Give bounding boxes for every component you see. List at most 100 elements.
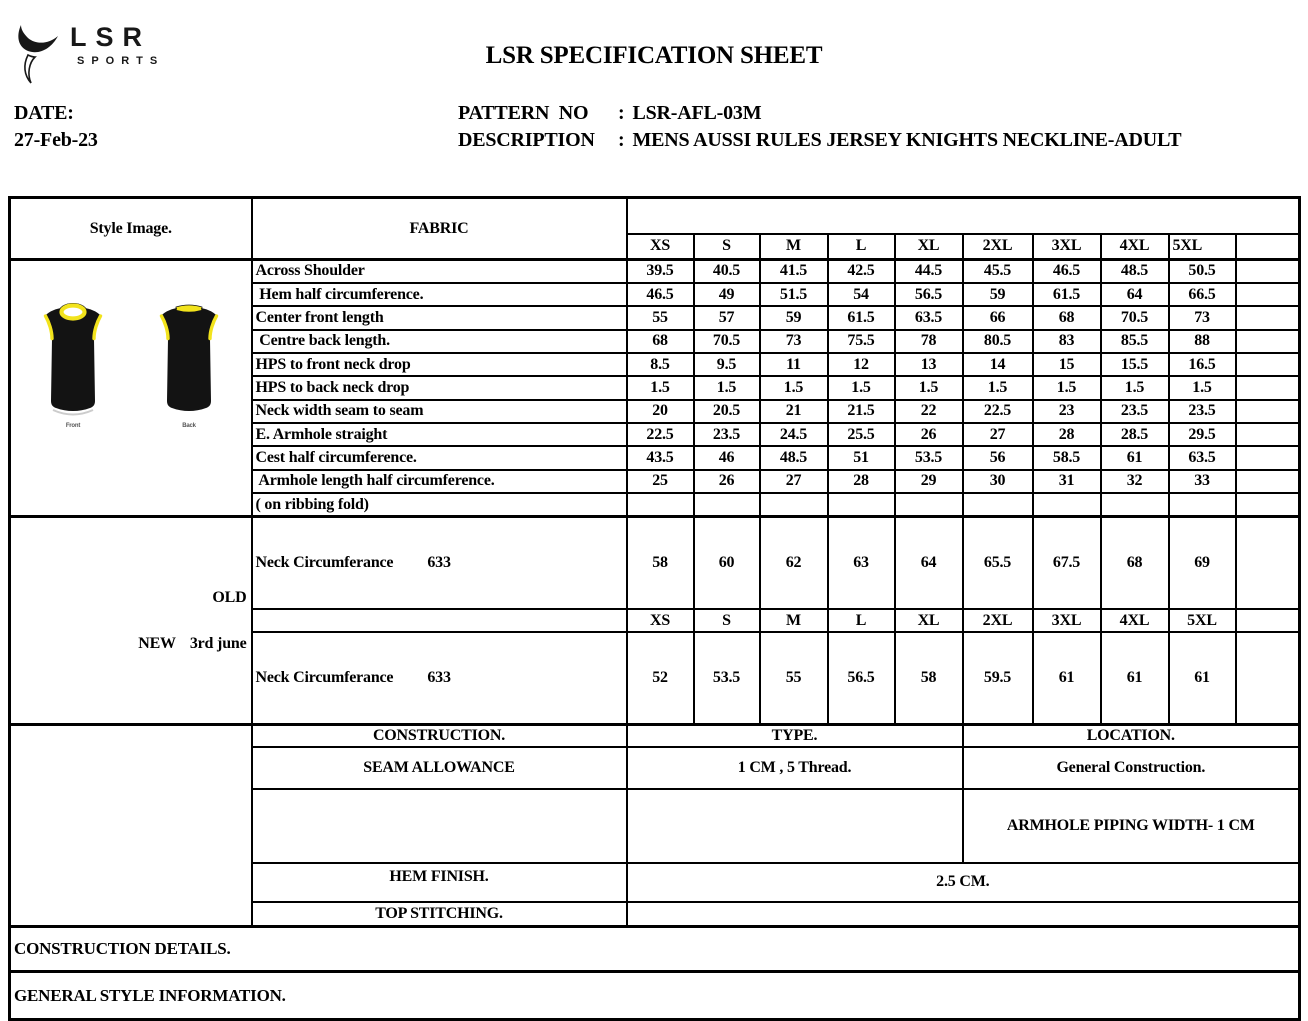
size-value-cell bbox=[961, 492, 1034, 518]
size-value-cell-empty bbox=[1234, 468, 1301, 495]
size-header-cell: L bbox=[826, 608, 896, 633]
size-value-cell: 56.5 bbox=[826, 631, 896, 726]
size-value-cell: 61.5 bbox=[1031, 281, 1102, 308]
measurement-row: Neck width seam to seam 20 20.5 21 21.5 22 22… bbox=[10, 398, 1301, 425]
size-value-cell: 57 bbox=[692, 305, 761, 331]
size-value-cell-empty bbox=[1234, 398, 1301, 425]
size-value-cell: 42.5 bbox=[826, 257, 896, 284]
size-value-cell: 22.5 bbox=[625, 422, 695, 448]
lsr-logo: LSR SPORTS bbox=[12, 22, 164, 84]
description-value: MENS AUSSI RULES JERSEY KNIGHTS NECKLINE… bbox=[632, 129, 1182, 151]
size-header-cell: XS bbox=[625, 608, 695, 633]
size-value-cell: 1.5 bbox=[692, 375, 761, 401]
size-value-cell: 66 bbox=[961, 305, 1034, 331]
size-value-cell: 29.5 bbox=[1167, 422, 1237, 448]
size-value-cell: 28.5 bbox=[1099, 422, 1170, 448]
measurement-row: Armhole length half circumference. 25 26 2… bbox=[10, 468, 1301, 495]
measurement-row: Hem half circumference. 46.5 49 51.5 54 56.5… bbox=[10, 281, 1301, 308]
size-header-cell: XL bbox=[893, 232, 964, 261]
size-value-cell: 85.5 bbox=[1099, 328, 1170, 354]
size-value-cell: 63.5 bbox=[1167, 445, 1237, 471]
size-value-cell-empty bbox=[1234, 281, 1301, 308]
specification-table: Style Image. FABRIC XS S M L XL 2XL 3XL … bbox=[8, 196, 1302, 1021]
size-value-cell: 24.5 bbox=[758, 422, 829, 448]
size-value-cell: 40.5 bbox=[692, 257, 761, 284]
size-value-cell: 29 bbox=[893, 468, 964, 495]
new-date: 3rd june bbox=[189, 634, 247, 652]
neck-new-code: 633 bbox=[427, 669, 451, 686]
location-header-cell: LOCATION. bbox=[961, 723, 1301, 748]
neck-old-label: Neck Circumferance bbox=[255, 554, 394, 571]
pattern-no-label: PATTERN NO bbox=[458, 102, 589, 124]
size-value-cell: 20 bbox=[625, 398, 695, 425]
general-style-info-cell: GENERAL STYLE INFORMATION. bbox=[8, 970, 1301, 1021]
measurement-label-cell: Across Shoulder bbox=[250, 257, 628, 284]
size-value-cell: 1.5 bbox=[625, 375, 695, 401]
size-value-cell: 22.5 bbox=[961, 398, 1034, 425]
size-value-cell-empty bbox=[1234, 351, 1301, 378]
type-header-cell: TYPE. bbox=[625, 723, 964, 748]
size-value-cell: 46.5 bbox=[625, 281, 695, 308]
size-value-cell: 62 bbox=[758, 515, 829, 610]
size-value-cell: 61 bbox=[1031, 631, 1102, 726]
top-stitching-value-cell bbox=[625, 900, 1301, 928]
size-value-cell: 21 bbox=[758, 398, 829, 425]
size-value-cell: 60 bbox=[692, 515, 761, 610]
size-value-cell: 68 bbox=[625, 328, 695, 354]
size-value-cell: 58 bbox=[625, 515, 695, 610]
size-value-cell bbox=[625, 492, 695, 518]
size-value-cell: 61 bbox=[1167, 631, 1237, 726]
measurement-label-cell: Hem half circumference. bbox=[250, 281, 628, 308]
size-value-cell: 68 bbox=[1099, 515, 1170, 610]
seam-allowance-type-cell: 1 CM , 5 Thread. bbox=[625, 745, 964, 790]
size-value-cell: 59.5 bbox=[961, 631, 1034, 726]
seam-allowance-row: SEAM ALLOWANCE 1 CM , 5 Thread. General … bbox=[10, 745, 1301, 790]
jersey-front-back-image: Front Back bbox=[43, 303, 219, 429]
size-value-cell bbox=[826, 492, 896, 518]
size-value-cell: 31 bbox=[1031, 468, 1102, 495]
size-value-cell-empty bbox=[1234, 631, 1301, 726]
size-value-cell: 59 bbox=[758, 305, 829, 331]
empty-left-cell bbox=[8, 723, 253, 928]
size-value-cell: 15 bbox=[1031, 351, 1102, 378]
size-header-cell: 4XL bbox=[1099, 232, 1170, 261]
description-separator: : bbox=[618, 129, 625, 151]
size-value-cell: 41.5 bbox=[758, 257, 829, 284]
lsr-swoosh-icon bbox=[18, 25, 58, 84]
size-value-cell: 70.5 bbox=[692, 328, 761, 354]
size-value-cell: 61 bbox=[1099, 445, 1170, 471]
neck-new-label-cell: Neck Circumferance 633 bbox=[250, 631, 628, 726]
size-value-cell: 1.5 bbox=[758, 375, 829, 401]
size-value-cell: 59 bbox=[961, 281, 1034, 308]
measurement-label-cell: Centre back length. bbox=[250, 328, 628, 354]
size-header-cell-empty bbox=[1234, 232, 1301, 261]
size-value-cell: 1.5 bbox=[1167, 375, 1237, 401]
size-value-cell: 68 bbox=[1031, 305, 1102, 331]
measurement-row: E. Armhole straight 22.5 23.5 24.5 25.5 26 27… bbox=[10, 422, 1301, 448]
size-value-cell: 63.5 bbox=[893, 305, 964, 331]
size-value-cell: 28 bbox=[1031, 422, 1102, 448]
style-image-header-cell: Style Image. bbox=[8, 196, 253, 261]
construction-header-cell: CONSTRUCTION. bbox=[250, 723, 628, 748]
size-header-cell: 2XL bbox=[961, 232, 1034, 261]
measurement-label-cell: Neck width seam to seam bbox=[250, 398, 628, 425]
size-value-cell: 15.5 bbox=[1099, 351, 1170, 378]
date-value: 27-Feb-23 bbox=[14, 129, 98, 151]
size-value-cell-empty bbox=[1234, 515, 1301, 610]
measurement-row: Center front length 55 57 59 61.5 63.5 66 68 70… bbox=[10, 305, 1301, 331]
size-value-cell: 73 bbox=[758, 328, 829, 354]
armhole-piping-note-cell: ARMHOLE PIPING WIDTH- 1 CM bbox=[961, 787, 1301, 864]
size-value-cell: 83 bbox=[1031, 328, 1102, 354]
seam-allowance-location-cell: General Construction. bbox=[961, 745, 1301, 790]
size-value-cell: 65.5 bbox=[961, 515, 1034, 610]
size-value-cell-empty bbox=[1234, 375, 1301, 401]
date-label: DATE: bbox=[14, 102, 74, 124]
size-value-cell: 69 bbox=[1167, 515, 1237, 610]
size-value-cell: 23.5 bbox=[1167, 398, 1237, 425]
size-value-cell: 78 bbox=[893, 328, 964, 354]
empty-cell bbox=[250, 787, 628, 864]
size-value-cell-empty bbox=[1234, 305, 1301, 331]
size-value-cell: 61 bbox=[1099, 631, 1170, 726]
size-value-cell: 13 bbox=[893, 351, 964, 378]
size-value-cell: 80.5 bbox=[961, 328, 1034, 354]
